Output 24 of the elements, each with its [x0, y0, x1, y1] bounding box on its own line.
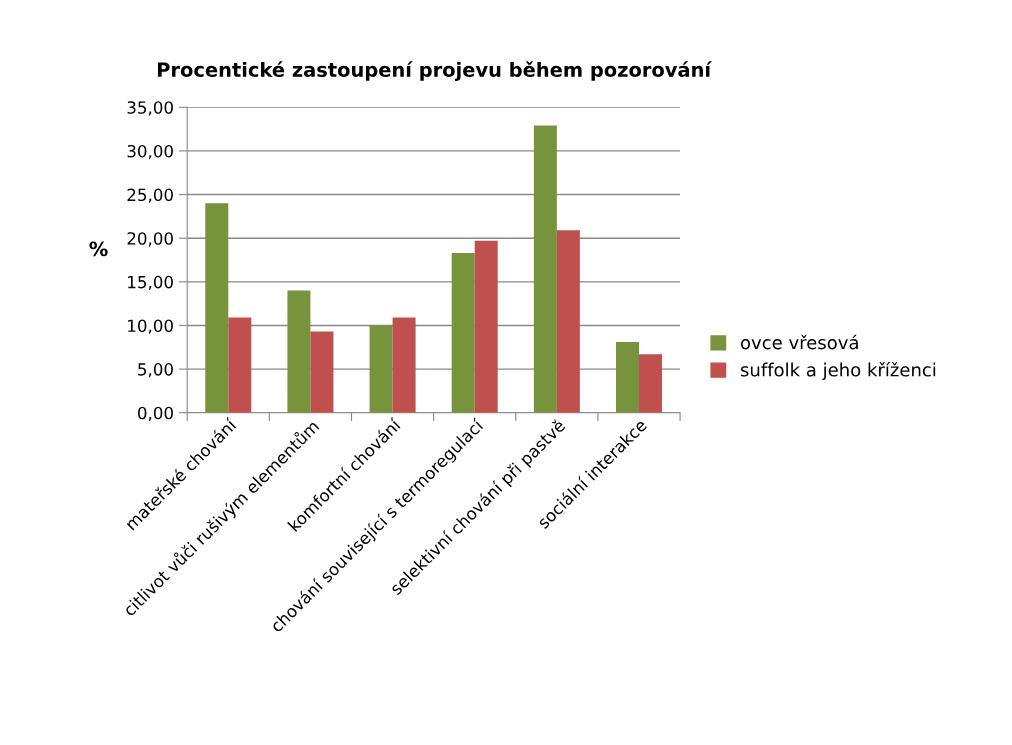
y-tick-label: 25,00	[127, 188, 173, 203]
y-axis-title: %	[89, 241, 108, 257]
legend-label: ovce vřesová	[740, 334, 858, 350]
y-tick-label: 15,00	[128, 275, 173, 291]
bar	[228, 317, 252, 413]
bar	[638, 354, 662, 413]
y-tick-label: 10,00	[128, 319, 173, 334]
bar	[615, 342, 639, 413]
bar	[310, 331, 334, 413]
bar	[392, 317, 416, 413]
y-tick-label: 0,00	[138, 406, 173, 421]
y-tick-label: 35,00	[127, 101, 173, 116]
y-tick-label: 5,00	[138, 363, 173, 378]
y-tick-label: 30,00	[127, 144, 173, 160]
bar	[556, 230, 580, 413]
bar	[369, 325, 393, 413]
bar	[533, 125, 557, 413]
bar	[474, 240, 498, 413]
chart-title: Procentické zastoupení projevu během pozorování	[157, 61, 712, 81]
y-tick-label: 20,00	[127, 232, 173, 247]
bar	[451, 253, 475, 413]
legend-label: suffolk a jeho kříženci	[740, 361, 936, 381]
bar	[205, 203, 229, 413]
bar	[287, 290, 311, 413]
